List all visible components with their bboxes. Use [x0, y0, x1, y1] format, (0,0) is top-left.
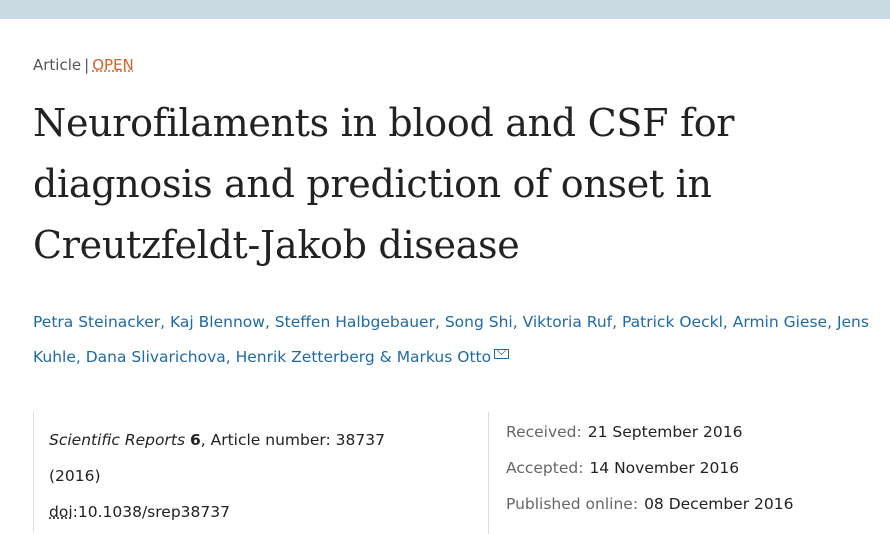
author-link[interactable]: Kaj Blennow — [170, 313, 265, 331]
journal-name: Scientific Reports — [49, 431, 186, 449]
doi-value[interactable]: :10.1038/srep38737 — [72, 503, 230, 521]
article-title: Neurofilaments in blood and CSF for diag… — [33, 101, 735, 267]
citation: Scientific Reports 6, Article number: 38… — [49, 422, 469, 530]
article-type-label: Article — [33, 56, 82, 74]
history-dates: Received: 21 September 2016 Accepted: 14 N… — [488, 412, 793, 534]
author-link[interactable]: Markus Otto — [396, 348, 492, 366]
doi[interactable]: doi:10.1038/srep38737 — [49, 494, 469, 530]
author-link[interactable]: Steffen Halbgebauer — [274, 313, 435, 331]
author-link[interactable]: Henrik Zetterberg — [235, 348, 375, 366]
doi-label: doi — [49, 503, 73, 521]
author-separator: , — [264, 313, 275, 331]
author-separator: , — [225, 348, 236, 366]
author-list: Petra Steinacker, Kaj Blennow, Steffen H… — [33, 305, 883, 375]
author-separator: & — [374, 348, 397, 366]
article-type: Article | OPEN — [33, 56, 134, 74]
envelope-icon[interactable] — [494, 349, 510, 359]
open-access-badge[interactable]: OPEN — [92, 56, 134, 74]
author-link[interactable]: Viktoria Ruf — [522, 313, 613, 331]
separator: | — [84, 56, 90, 74]
accepted-label: Accepted: — [506, 459, 584, 477]
author-link[interactable]: Armin Giese — [732, 313, 828, 331]
author-link[interactable]: Dana Slivarichova — [85, 348, 226, 366]
author-link[interactable]: Song Shi — [444, 313, 513, 331]
author-separator: , — [827, 313, 837, 331]
author-separator: , — [512, 313, 523, 331]
author-separator: , — [75, 348, 86, 366]
author-link[interactable]: Patrick Oeckl — [622, 313, 723, 331]
citation-box: Scientific Reports 6, Article number: 38… — [33, 412, 494, 532]
article-number: , Article number: 38737 — [200, 431, 385, 449]
published-label: Published online: — [506, 495, 639, 513]
received-value: 21 September 2016 — [587, 423, 743, 441]
author-link[interactable]: Jens Kuhle — [33, 313, 869, 366]
author-separator: , — [722, 313, 733, 331]
author-separator: , — [434, 313, 445, 331]
author-separator: , — [612, 313, 623, 331]
received-date: Received: 21 September 2016 — [506, 414, 793, 450]
published-date: Published online: 08 December 2016 — [506, 486, 793, 522]
published-value: 08 December 2016 — [644, 495, 794, 513]
top-bar — [0, 0, 890, 19]
author-link[interactable]: Petra Steinacker — [33, 313, 161, 331]
volume: 6 — [189, 431, 201, 449]
citation-year: (2016) — [49, 467, 101, 485]
received-label: Received: — [506, 423, 582, 441]
accepted-value: 14 November 2016 — [589, 459, 740, 477]
author-separator: , — [160, 313, 171, 331]
accepted-date: Accepted: 14 November 2016 — [506, 450, 793, 486]
